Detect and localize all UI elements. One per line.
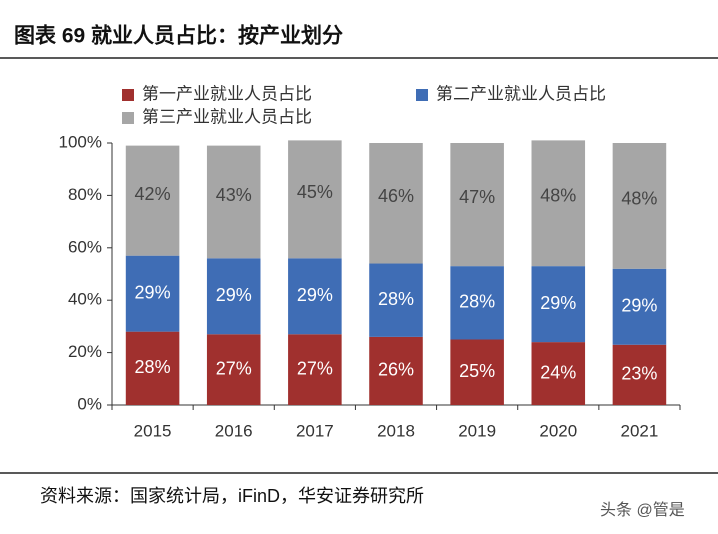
data-label: 29%	[216, 285, 252, 305]
data-label: 29%	[540, 293, 576, 313]
bar-segment	[612, 268, 667, 345]
bar-segment	[612, 143, 667, 269]
y-tick-label: 40%	[68, 290, 102, 309]
y-tick-label: 20%	[68, 342, 102, 361]
data-label: 29%	[621, 296, 657, 316]
data-label: 48%	[540, 186, 576, 206]
data-label: 25%	[459, 361, 495, 381]
legend-swatch	[416, 89, 428, 101]
chart-title: 图表 69 就业人员占比：按产业划分	[14, 24, 343, 48]
source-note: 资料来源：国家统计局，iFinD，华安证券研究所	[40, 486, 424, 506]
y-tick-label: 100%	[59, 132, 102, 151]
bar-segment	[450, 339, 504, 405]
bar-segment	[531, 140, 586, 267]
bar-segment	[450, 143, 504, 267]
legend-label: 第二产业就业人员占比	[436, 84, 606, 103]
data-label: 26%	[378, 360, 414, 380]
legend-label: 第一产业就业人员占比	[142, 84, 312, 103]
data-label: 43%	[216, 185, 252, 205]
bar-segment	[125, 145, 180, 256]
bar-segment	[125, 255, 180, 332]
bar-segment	[206, 145, 261, 259]
bar-segment	[288, 334, 342, 405]
bar-segment	[369, 263, 423, 337]
data-label: 29%	[135, 282, 171, 302]
bar-segment	[369, 336, 423, 405]
bar-segment	[206, 258, 261, 335]
x-tick-label: 2015	[134, 421, 172, 440]
data-label: 45%	[297, 182, 333, 202]
bar-segment	[531, 342, 586, 405]
data-label: 27%	[216, 358, 252, 378]
watermark: 头条 @管是	[600, 501, 685, 519]
data-label: 42%	[135, 184, 171, 204]
y-tick-label: 80%	[68, 185, 102, 204]
y-tick-label: 60%	[68, 237, 102, 256]
data-label: 28%	[135, 357, 171, 377]
x-tick-label: 2021	[621, 421, 659, 440]
x-tick-label: 2019	[458, 421, 496, 440]
x-tick-label: 2020	[539, 421, 577, 440]
bar-segment	[369, 143, 423, 264]
data-label: 28%	[378, 289, 414, 309]
data-label: 27%	[297, 358, 333, 378]
x-tick-label: 2017	[296, 421, 334, 440]
data-label: 48%	[621, 188, 657, 208]
bar-segment	[612, 344, 667, 405]
legend-label: 第三产业就业人员占比	[142, 107, 312, 126]
legend-swatch	[122, 112, 134, 124]
data-label: 29%	[297, 285, 333, 305]
data-label: 28%	[459, 292, 495, 312]
bar-segment	[531, 266, 586, 343]
bar-segment	[125, 331, 180, 405]
data-label: 47%	[459, 187, 495, 207]
data-label: 23%	[621, 364, 657, 384]
bar-segment	[206, 334, 261, 405]
data-label: 24%	[540, 362, 576, 382]
legend-swatch	[122, 89, 134, 101]
bar-segment	[450, 266, 504, 340]
bar-segment	[288, 140, 342, 259]
x-tick-label: 2016	[215, 421, 253, 440]
data-label: 46%	[378, 186, 414, 206]
x-tick-label: 2018	[377, 421, 415, 440]
y-tick-label: 0%	[77, 394, 102, 413]
bar-segment	[288, 258, 342, 335]
